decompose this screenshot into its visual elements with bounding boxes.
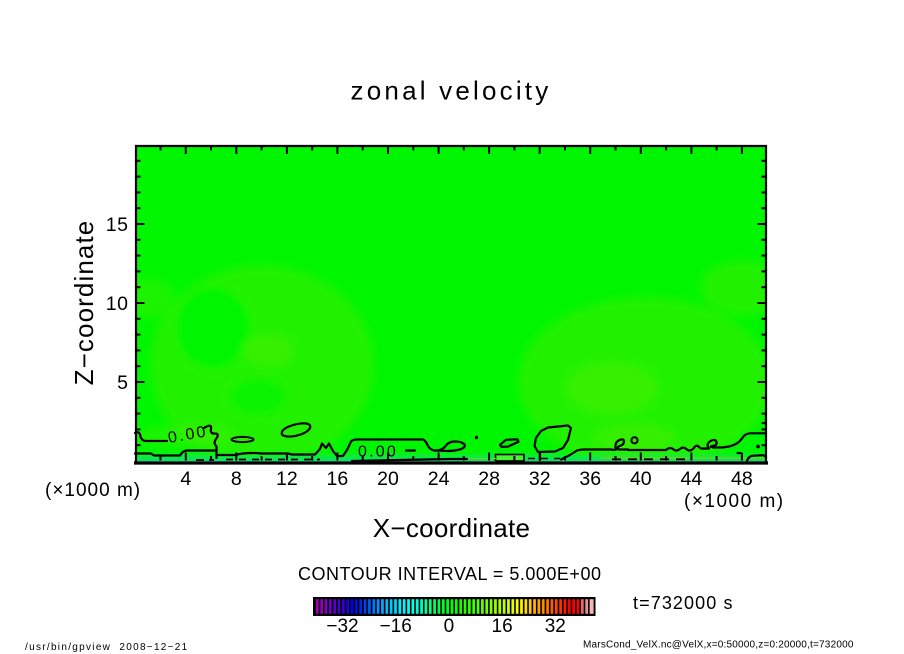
svg-text:12: 12 <box>276 468 298 490</box>
svg-text:Z−coordinate: Z−coordinate <box>69 220 99 386</box>
svg-text:CONTOUR INTERVAL = 5.000E+00: CONTOUR INTERVAL = 5.000E+00 <box>298 564 601 584</box>
svg-text:(×1000 m): (×1000 m) <box>45 480 141 501</box>
svg-text:48: 48 <box>731 468 753 490</box>
svg-text:28: 28 <box>478 468 500 490</box>
svg-text:zonal velocity: zonal velocity <box>351 76 552 106</box>
svg-text:32: 32 <box>529 468 551 490</box>
svg-text:10: 10 <box>106 293 129 315</box>
svg-text:/usr/bin/gpview 2008−12−21: /usr/bin/gpview 2008−12−21 <box>25 642 189 653</box>
svg-text:0.00: 0.00 <box>167 423 209 447</box>
svg-text:(×1000 m): (×1000 m) <box>684 491 785 512</box>
svg-text:36: 36 <box>579 468 601 490</box>
svg-text:X−coordinate: X−coordinate <box>373 513 531 543</box>
svg-text:4: 4 <box>180 468 191 490</box>
svg-text:−16: −16 <box>380 616 412 637</box>
svg-text:24: 24 <box>428 468 450 490</box>
svg-text:8: 8 <box>231 468 242 490</box>
svg-text:16: 16 <box>492 616 513 637</box>
svg-text:0: 0 <box>444 616 455 637</box>
svg-text:40: 40 <box>630 468 652 490</box>
svg-text:32: 32 <box>545 616 566 637</box>
svg-text:−32: −32 <box>326 616 358 637</box>
svg-text:0.00: 0.00 <box>358 444 398 461</box>
svg-text:MarsCond_VelX.nc@VelX,x=0:5000: MarsCond_VelX.nc@VelX,x=0:50000,z=0:2000… <box>583 640 854 651</box>
svg-text:16: 16 <box>327 468 349 490</box>
svg-text:15: 15 <box>106 214 129 236</box>
svg-text:5: 5 <box>117 372 128 394</box>
svg-text:44: 44 <box>681 468 703 490</box>
svg-text:20: 20 <box>377 468 399 490</box>
svg-text:t=732000 s: t=732000 s <box>633 593 734 613</box>
